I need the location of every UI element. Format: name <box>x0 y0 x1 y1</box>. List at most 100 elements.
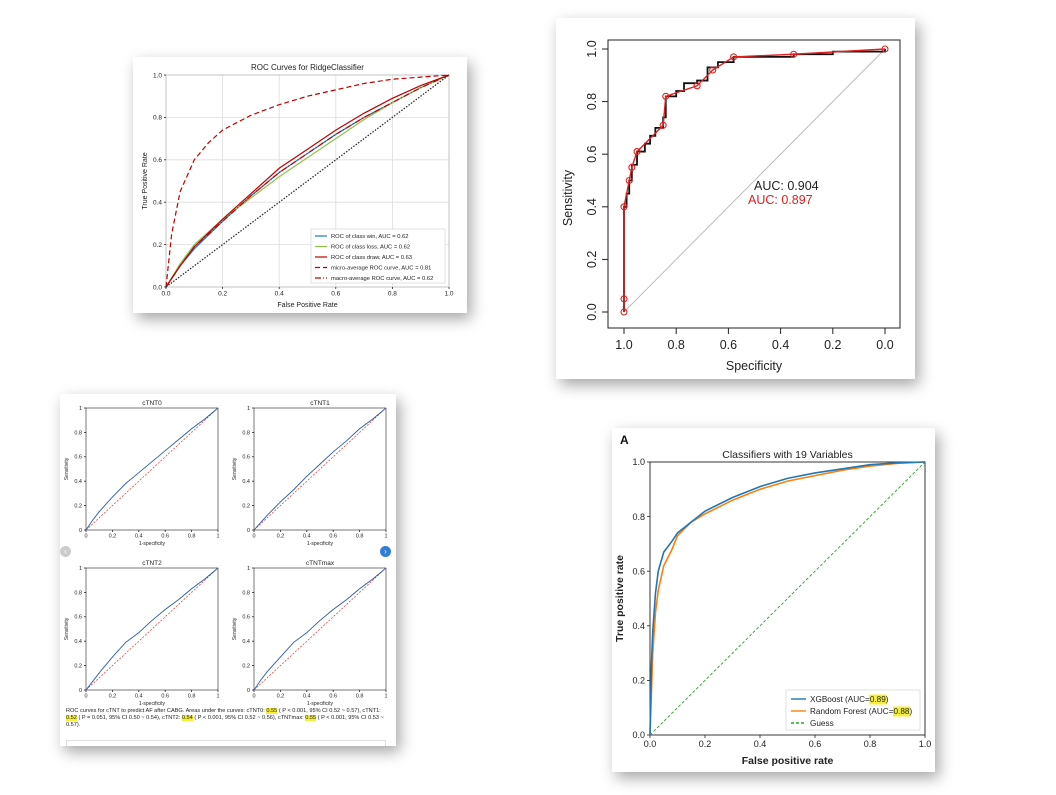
x-tick-label: 0.4 <box>135 694 143 700</box>
y-tick-label: 0.2 <box>74 664 82 670</box>
y-tick-label: 1.0 <box>153 72 162 79</box>
plot-frame <box>649 461 926 736</box>
y-tick-label: 0.8 <box>74 590 82 596</box>
x-tick-label: 0.8 <box>864 739 877 749</box>
y-tick-label: 0.4 <box>632 621 645 631</box>
y-tick-label: 0 <box>247 528 250 534</box>
x-tick-label: 0.2 <box>824 338 841 352</box>
y-tick-label: 0.8 <box>632 512 645 522</box>
y-tick-label: 0.4 <box>74 639 82 645</box>
caption-auc-highlight: 0.52 <box>66 715 77 722</box>
roc-threshold-point <box>633 148 641 156</box>
y-axis-label: Sensitivity <box>64 457 70 480</box>
x-tick-label: 1.0 <box>615 338 632 352</box>
legend-auc-value-highlighted: 0.89 <box>870 695 886 704</box>
x-tick-label: 0.6 <box>329 694 337 700</box>
x-axis-label: 1-specificity <box>307 541 334 546</box>
random-forest-roc-line <box>649 461 926 736</box>
y-tick-label: 0.8 <box>585 93 599 110</box>
auc-annotation-black: AUC: 0.904 <box>754 179 819 193</box>
roc-threshold-point <box>730 53 738 61</box>
x-tick-label: 0.6 <box>720 338 737 352</box>
caption-footer-divider <box>66 740 386 746</box>
x-tick-label: 0.4 <box>772 338 789 352</box>
reference-diagonal-line <box>85 407 219 531</box>
legend-entry: XGBoost (AUC=0.89) <box>810 695 889 704</box>
chart-title: cTNT1 <box>310 400 330 407</box>
legend-auc-value-highlighted: 0.88 <box>894 707 910 716</box>
roc-threshold-point <box>662 92 670 100</box>
roc-curve-line <box>85 567 219 691</box>
ctnt2-chart: 0 0.2 0.4 0.6 0.8 1 0 0.2 0.4 0.6 0.8 1 cTNT2 1-speci… <box>64 560 220 706</box>
x-tick-label: 0.4 <box>275 291 284 298</box>
y-tick-label: 1.0 <box>585 40 599 57</box>
roc-threshold-point <box>625 176 633 185</box>
caption-auc-highlight: 0.55 <box>305 715 317 722</box>
y-tick-label: 1.0 <box>632 457 645 467</box>
carousel-next-button[interactable]: › <box>380 546 391 557</box>
legend-highlight-mark <box>869 694 887 705</box>
x-tick-label: 1 <box>216 534 219 540</box>
y-axis-label: Sensitivity <box>64 617 70 640</box>
y-tick-label: 0.2 <box>74 504 82 510</box>
chance-diagonal-line <box>623 48 886 313</box>
caption-text: ROC curves for cTNT to predict AF after … <box>66 708 267 714</box>
carousel-prev-button[interactable]: ‹ <box>60 546 71 557</box>
reference-diagonal-line <box>253 407 387 531</box>
roc-threshold-point <box>620 308 628 316</box>
roc-threshold-point <box>620 203 628 211</box>
x-tick-label: 0.8 <box>668 338 685 352</box>
plot-frame <box>85 567 219 691</box>
plot-frame <box>253 407 387 531</box>
x-tick-label: 0.2 <box>218 291 227 298</box>
y-tick-label: 0.2 <box>153 242 162 249</box>
x-tick-label: 0.2 <box>277 694 285 700</box>
x-tick-label: 0.8 <box>356 534 364 540</box>
legend-entry-suffix: ) <box>909 707 912 716</box>
x-tick-label: 0 <box>252 694 255 700</box>
caption-text: ( P = 0.051, 95% CI 0.50 ~ 0.54), cTNT2: <box>76 715 182 722</box>
x-tick-label: 0.2 <box>109 534 117 540</box>
x-tick-label: 0.4 <box>303 694 311 700</box>
chance-diagonal-line <box>165 74 450 288</box>
roc-threshold-point <box>620 295 628 303</box>
caption-auc-highlight: 0.55 <box>266 708 278 714</box>
x-tick-label: 0.2 <box>109 694 117 700</box>
plot-frame <box>253 567 387 691</box>
x-tick-label: 0.6 <box>331 291 340 298</box>
y-tick-label: 0.2 <box>242 664 250 670</box>
y-tick-label: 0 <box>79 688 82 694</box>
ctnt0-chart: 0 0.2 0.4 0.6 0.8 1 0 0.2 0.4 0.6 0.8 1 cTNT0 1-speci… <box>64 400 220 546</box>
y-tick-label: 0.4 <box>585 198 599 215</box>
y-tick-label: 0.2 <box>585 251 599 268</box>
x-tick-label: 0.8 <box>388 291 397 298</box>
y-tick-label: 1 <box>247 406 250 412</box>
legend-highlight-mark <box>893 706 911 717</box>
legend-entry-prefix: XGBoost (AUC= <box>810 695 870 704</box>
legend-entry-suffix: ) <box>886 695 889 704</box>
y-tick-label: 0.2 <box>632 676 645 686</box>
y-tick-label: 0.4 <box>153 199 162 206</box>
roc-step-curve-black <box>623 49 886 312</box>
y-axis-label: Sensitivity <box>232 457 238 480</box>
y-tick-label: 0.6 <box>153 157 162 164</box>
chart-title: cTNT2 <box>142 560 162 567</box>
x-tick-label: 1 <box>384 694 387 700</box>
y-tick-label: 0.4 <box>242 479 250 485</box>
x-tick-label: 0.4 <box>135 534 143 540</box>
chart-title: Classifiers with 19 Variables <box>722 449 853 461</box>
x-tick-label: 0.0 <box>876 338 893 352</box>
y-tick-label: 0.6 <box>585 145 599 162</box>
legend-entry: ROC of class win, AUC = 0.62 <box>331 234 408 240</box>
y-tick-label: 0.6 <box>74 455 82 461</box>
roc-threshold-point <box>790 50 798 58</box>
x-tick-label: 0.2 <box>277 534 285 540</box>
x-tick-label: 0 <box>84 694 87 700</box>
x-tick-label: 0.6 <box>161 534 169 540</box>
chart-title: cTNTmax <box>306 560 335 567</box>
chart-title: ROC Curves for RidgeClassifier <box>251 63 364 72</box>
y-tick-label: 0.0 <box>153 284 162 291</box>
y-tick-label: 0 <box>247 688 250 694</box>
x-tick-label: 0.6 <box>809 739 822 749</box>
roc-curve-line <box>253 567 387 691</box>
